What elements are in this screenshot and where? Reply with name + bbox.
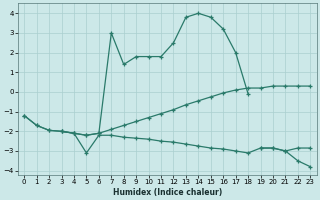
X-axis label: Humidex (Indice chaleur): Humidex (Indice chaleur)	[113, 188, 222, 197]
